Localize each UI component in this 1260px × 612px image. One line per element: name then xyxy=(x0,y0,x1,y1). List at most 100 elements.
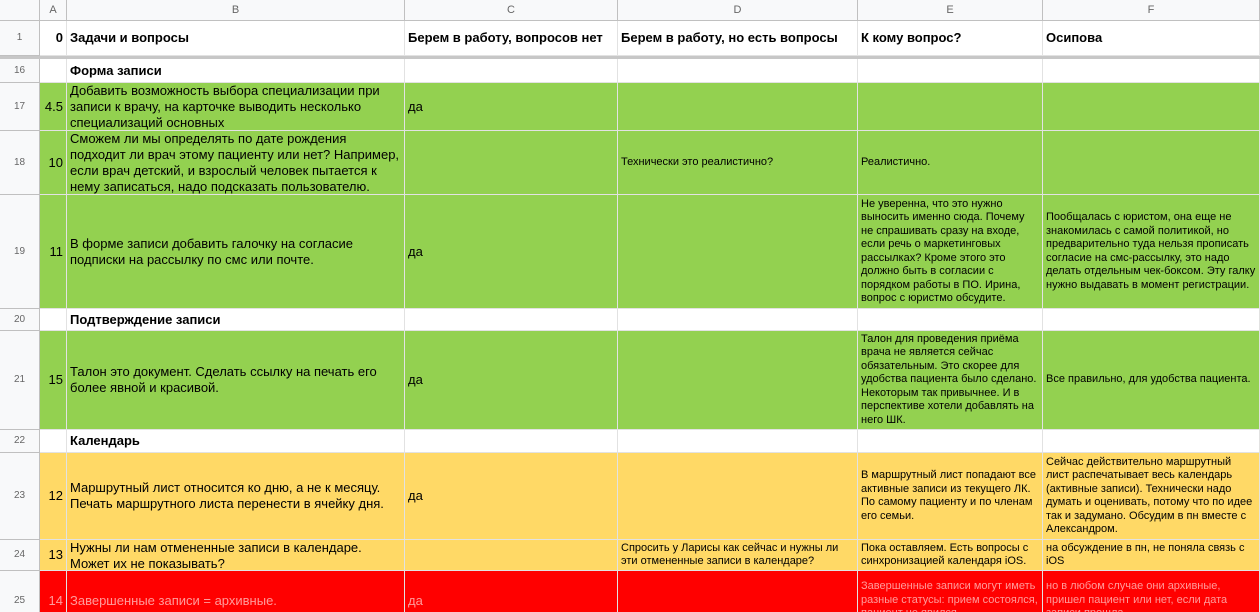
cell-d xyxy=(618,453,858,540)
cell-c: да xyxy=(405,83,618,131)
cell-d xyxy=(618,430,858,453)
cell-a: 12 xyxy=(40,453,67,540)
cell-text: Реалистично. xyxy=(861,155,931,168)
cell-e: Пока оставляем. Есть вопросы с синхрониз… xyxy=(858,540,1043,571)
cell-f xyxy=(1043,131,1260,195)
cell-text: но в любом случае они архивные, пришел п… xyxy=(1046,580,1228,612)
cell-text: Пообщалась с юристом, она еще не знакоми… xyxy=(1046,211,1256,291)
cell-a: 13 xyxy=(40,540,67,571)
cell-c: да xyxy=(405,453,618,540)
cell-text: на обсуждение в пн, не поняла связь с iO… xyxy=(1046,541,1245,568)
cell-d xyxy=(618,83,858,131)
cell-text: Добавить возможность выбора специализаци… xyxy=(70,83,380,130)
cell-text: Завершенные записи могут иметь разные ст… xyxy=(861,580,1038,612)
cell-f: на обсуждение в пн, не поняла связь с iO… xyxy=(1043,540,1260,571)
row-number: 1 xyxy=(0,21,40,56)
cell-c xyxy=(405,309,618,331)
cell-c: да xyxy=(405,331,618,430)
cell-text: 19 xyxy=(13,245,26,257)
cell-c: Берем в работу, вопросов нет xyxy=(405,21,618,56)
cell-text: 15 xyxy=(48,372,63,387)
column-header: A xyxy=(40,0,67,21)
cell-text: Технически это реалистично? xyxy=(621,155,774,168)
row-number: 22 xyxy=(0,430,40,453)
row-number: 24 xyxy=(0,540,40,571)
cell-text: 0 xyxy=(55,30,63,45)
cell-text: Берем в работу, но есть вопросы xyxy=(621,30,838,45)
corner xyxy=(0,0,40,21)
cell-text: 20 xyxy=(13,313,26,325)
column-header: C xyxy=(405,0,618,21)
cell-b: Календарь xyxy=(67,430,405,453)
cell-text: Не уверенна, что это нужно выносить имен… xyxy=(861,197,1025,305)
cell-a: 0 xyxy=(40,21,67,56)
cell-e xyxy=(858,430,1043,453)
cell-e: Талон для проведения приёма врача не явл… xyxy=(858,331,1043,430)
cell-text: 24 xyxy=(13,549,26,560)
cell-b: Талон это документ. Сделать ссылку на пе… xyxy=(67,331,405,430)
row-number: 20 xyxy=(0,309,40,331)
cell-f xyxy=(1043,430,1260,453)
cell-b: Подтверждение записи xyxy=(67,309,405,331)
row-number: 25 xyxy=(0,571,40,612)
cell-text: Талон для проведения приёма врача не явл… xyxy=(861,332,1037,426)
cell-d xyxy=(618,571,858,612)
cell-e xyxy=(858,59,1043,83)
cell-c: да xyxy=(405,571,618,612)
cell-e: Завершенные записи могут иметь разные ст… xyxy=(858,571,1043,612)
cell-b: В форме записи добавить галочку на согла… xyxy=(67,195,405,309)
cell-b: Сможем ли мы определять по дате рождения… xyxy=(67,131,405,195)
cell-text: Осипова xyxy=(1046,30,1103,45)
cell-d: Спросить у Ларисы как сейчас и нужны ли … xyxy=(618,540,858,571)
cell-text: 16 xyxy=(13,64,26,76)
cell-text: 18 xyxy=(13,156,26,168)
column-header: B xyxy=(67,0,405,21)
cell-text: 17 xyxy=(13,100,26,112)
cell-text: 10 xyxy=(48,154,63,170)
cell-f: Все правильно, для удобства пациента. xyxy=(1043,331,1260,430)
cell-text: B xyxy=(231,4,240,16)
cell-text: да xyxy=(408,98,423,114)
cell-text: 21 xyxy=(13,374,26,385)
cell-d xyxy=(618,59,858,83)
cell-text: 14 xyxy=(48,592,63,608)
cell-text: Все правильно, для удобства пациента. xyxy=(1046,373,1251,386)
cell-a: 15 xyxy=(40,331,67,430)
cell-text: 4.5 xyxy=(44,98,63,114)
cell-f xyxy=(1043,59,1260,83)
cell-text: да xyxy=(408,488,423,503)
cell-e: Не уверенна, что это нужно выносить имен… xyxy=(858,195,1043,309)
cell-d xyxy=(618,195,858,309)
cell-f: Осипова xyxy=(1043,21,1260,56)
cell-a: 11 xyxy=(40,195,67,309)
cell-a xyxy=(40,309,67,331)
cell-c: да xyxy=(405,195,618,309)
cell-e: К кому вопрос? xyxy=(858,21,1043,56)
cell-text: Сейчас действительно маршрутный лист рас… xyxy=(1046,455,1253,536)
cell-text: C xyxy=(507,4,515,16)
row-number: 16 xyxy=(0,59,40,83)
cell-text: В маршрутный лист попадают все активные … xyxy=(861,469,1037,522)
cell-b: Задачи и вопросы xyxy=(67,21,405,56)
cell-d: Берем в работу, но есть вопросы xyxy=(618,21,858,56)
cell-a xyxy=(40,430,67,453)
cell-text: 23 xyxy=(13,490,26,501)
cell-b: Нужны ли нам отмененные записи в календа… xyxy=(67,540,405,571)
cell-a xyxy=(40,59,67,83)
cell-a: 10 xyxy=(40,131,67,195)
cell-f xyxy=(1043,309,1260,331)
row-number: 18 xyxy=(0,131,40,195)
cell-text: Спросить у Ларисы как сейчас и нужны ли … xyxy=(621,541,839,568)
cell-a: 14 xyxy=(40,571,67,612)
cell-text: Форма записи xyxy=(70,62,162,78)
cell-text: 12 xyxy=(48,488,63,503)
column-header: D xyxy=(618,0,858,21)
cell-c xyxy=(405,59,618,83)
row-number: 17 xyxy=(0,83,40,131)
cell-text: Подтверждение записи xyxy=(70,311,221,327)
cell-text: E xyxy=(946,4,954,16)
cell-text: да xyxy=(408,592,423,608)
row-number: 21 xyxy=(0,331,40,430)
row-number: 23 xyxy=(0,453,40,540)
cell-text: D xyxy=(733,4,742,16)
